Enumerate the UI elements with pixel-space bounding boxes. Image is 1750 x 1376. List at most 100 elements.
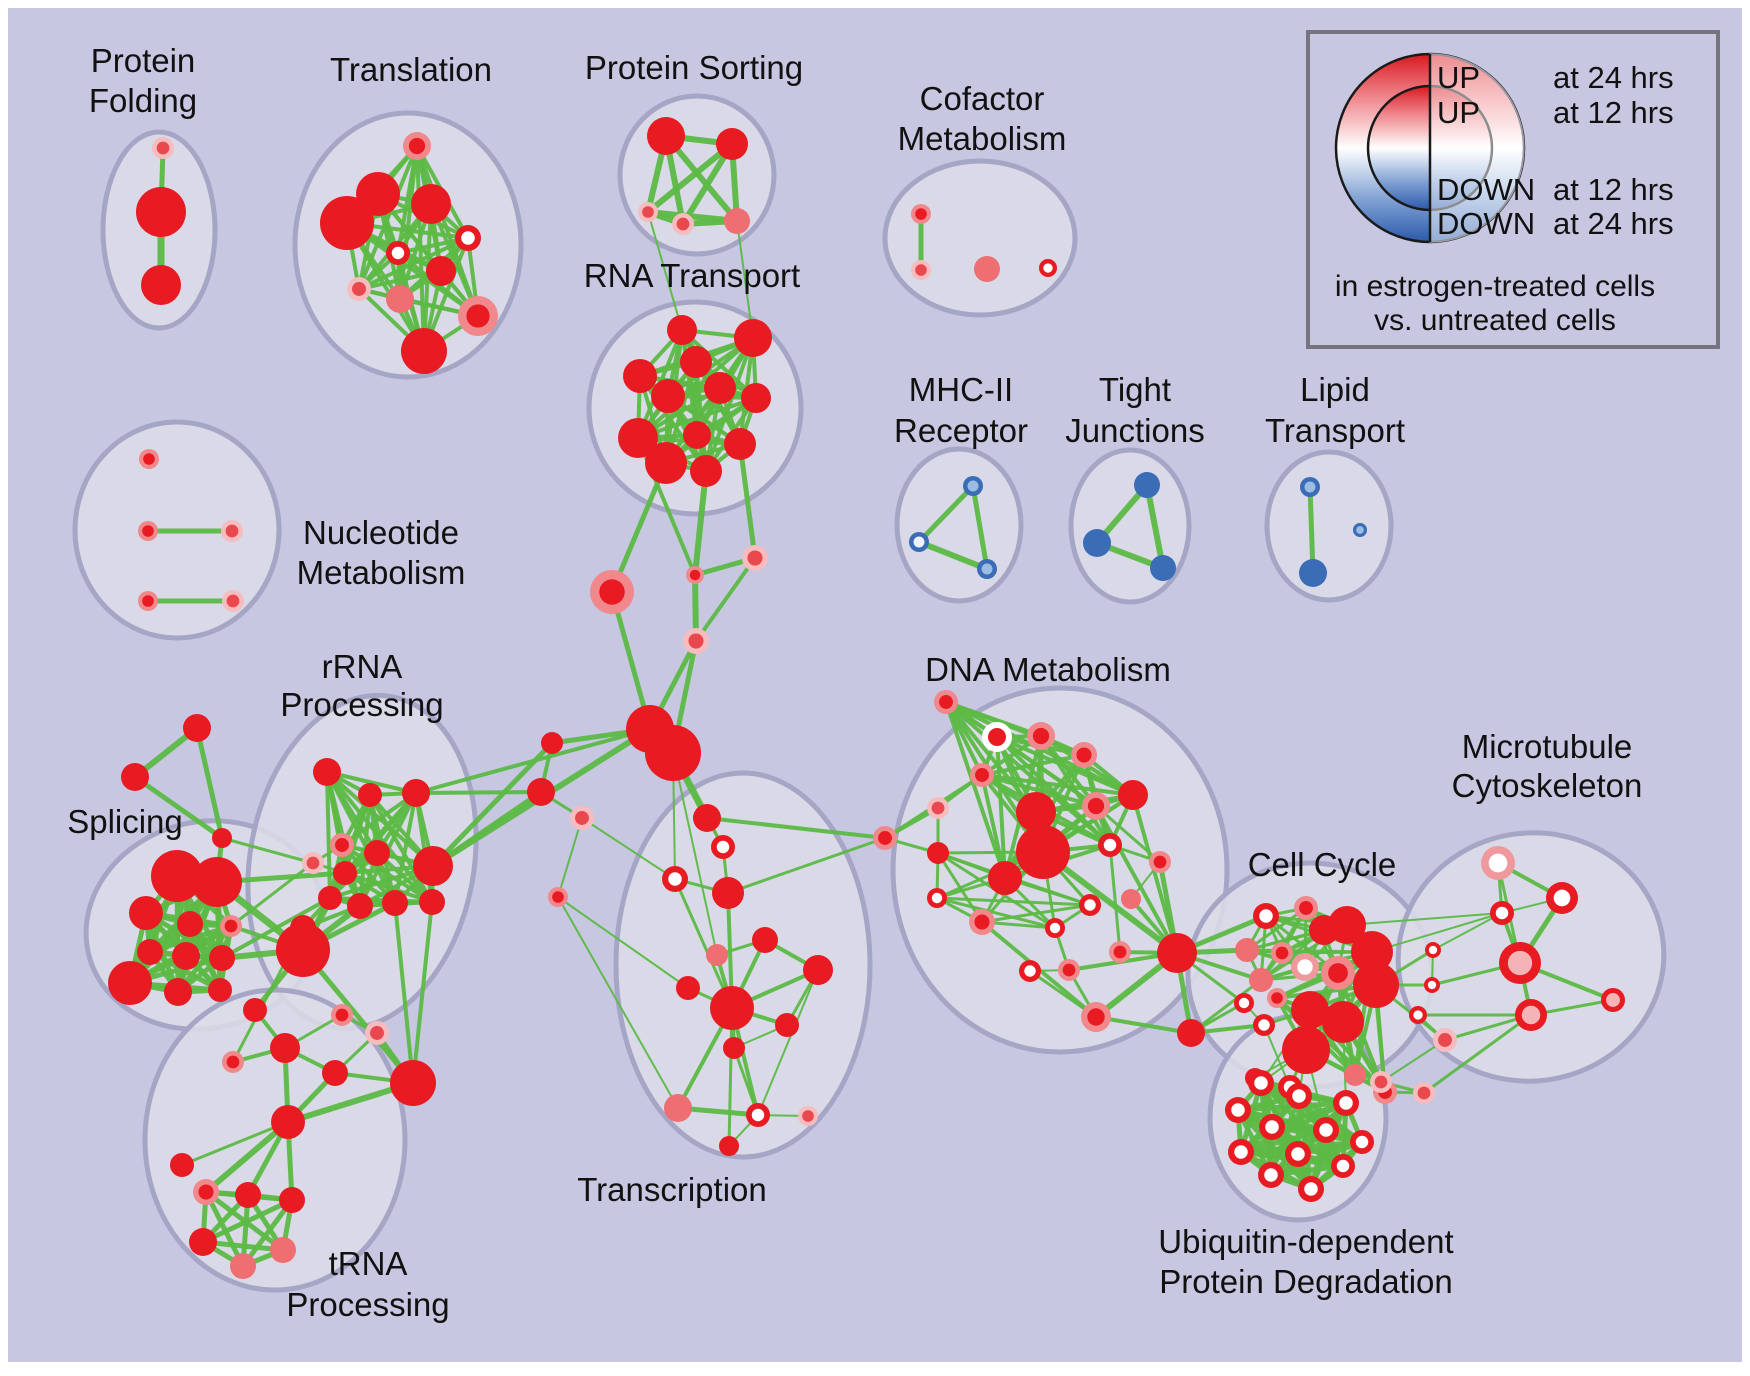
gene-node: [401, 328, 447, 374]
edge: [980, 753, 1086, 777]
edge: [1422, 1013, 1533, 1095]
gene-node-core: [913, 536, 925, 548]
cluster-label-rrna-processing: Processing: [280, 686, 443, 723]
gene-node-core: [1606, 993, 1620, 1007]
gene-node: [1291, 991, 1329, 1029]
gene-node-core: [1084, 899, 1096, 911]
gene-node-core: [1488, 853, 1508, 873]
cluster-label-splicing: Splicing: [67, 803, 183, 840]
edge: [1432, 912, 1503, 951]
cluster-ellipse-cofactor-metabolism: [882, 158, 1078, 318]
edge: [300, 947, 416, 1086]
edge: [194, 725, 225, 841]
edge: [757, 969, 819, 1116]
gene-node-core: [1076, 747, 1092, 763]
gene-node: [364, 840, 390, 866]
gene-node-core: [1103, 838, 1117, 852]
gene-node: [927, 842, 949, 864]
gene-node: [1016, 792, 1056, 832]
gene-node-core: [142, 595, 154, 607]
cluster-label-cofactor-metabolism: Cofactor: [920, 80, 1045, 117]
edge: [1245, 906, 1308, 952]
gene-node: [270, 1033, 300, 1063]
gene-node: [1328, 906, 1366, 944]
gene-node-core: [143, 453, 155, 465]
edge: [916, 483, 976, 545]
legend-direction-label: UP: [1437, 95, 1480, 130]
cluster-label-nucleotide-metabolism: Metabolism: [297, 554, 466, 591]
gene-node: [121, 763, 149, 791]
gene-node: [724, 208, 750, 234]
edge: [132, 774, 225, 841]
gene-node: [320, 196, 374, 250]
gene-node-core: [668, 872, 682, 886]
gene-node-core: [974, 914, 990, 930]
gene-node: [680, 346, 712, 378]
gene-node: [667, 315, 697, 345]
gene-node-core: [1087, 797, 1105, 815]
edge: [705, 816, 887, 840]
gene-node: [647, 117, 685, 155]
edge: [368, 793, 434, 904]
legend-circle-faded-half: [1429, 53, 1525, 243]
gene-node: [541, 732, 563, 754]
gene-node-core: [1087, 1008, 1105, 1026]
gene-node-core: [1495, 906, 1509, 920]
gene-node: [382, 890, 408, 916]
cluster-label-ubiquitin-degradation: Ubiquitin-dependent: [1158, 1223, 1453, 1260]
edge: [916, 539, 990, 572]
gene-node: [1235, 938, 1259, 962]
edge: [737, 441, 758, 561]
edge: [609, 460, 669, 595]
gene-node-core: [939, 695, 953, 709]
gene-node-core: [408, 137, 426, 155]
edge: [692, 468, 709, 578]
gene-node: [177, 911, 203, 937]
gene-node-core: [1231, 1103, 1245, 1117]
gene-node: [710, 986, 754, 1030]
gene-node: [137, 939, 163, 965]
gene-node-core: [224, 919, 238, 933]
gene-node: [734, 319, 772, 357]
gene-node: [645, 725, 701, 781]
gene-node-core: [1259, 909, 1273, 923]
cluster-label-rrna-processing: rRNA: [322, 648, 403, 685]
gene-node-core: [1339, 1096, 1353, 1110]
gene-node-core: [335, 838, 349, 852]
edge: [203, 1189, 246, 1269]
edge: [240, 1197, 295, 1269]
gene-node: [1299, 559, 1327, 587]
gene-node-core: [1304, 481, 1316, 493]
gene-node: [170, 1153, 194, 1177]
edge: [980, 773, 1007, 880]
gene-node-core: [226, 1055, 240, 1069]
gene-node-core: [1043, 263, 1053, 273]
gene-node-core: [1427, 980, 1437, 990]
gene-node: [1157, 933, 1197, 973]
edge: [557, 896, 689, 989]
gene-node: [141, 265, 181, 305]
gene-node: [172, 942, 200, 970]
cluster-label-mhc-ii-receptor: MHC-II: [909, 371, 1013, 408]
gene-node-core: [1413, 1010, 1423, 1020]
gene-node: [1134, 472, 1160, 498]
gene-node: [712, 877, 744, 909]
gene-node: [413, 846, 453, 886]
node-layer: [108, 117, 1625, 1279]
gene-node: [724, 428, 756, 460]
gene-node: [230, 1253, 256, 1279]
gene-node: [426, 256, 456, 286]
cluster-label-protein-folding: Protein: [91, 42, 196, 79]
gene-node-core: [198, 1184, 214, 1200]
edge: [995, 735, 1007, 880]
edge: [935, 896, 1092, 907]
gene-node: [151, 850, 203, 902]
edge: [1307, 484, 1316, 576]
gene-node-core: [878, 831, 892, 845]
cluster-label-lipid-transport: Lipid: [1300, 371, 1370, 408]
gene-node: [1351, 931, 1393, 973]
edge: [645, 141, 735, 215]
gene-node-core: [1328, 963, 1348, 983]
gene-node: [1344, 1064, 1366, 1086]
cluster-label-protein-sorting: Protein Sorting: [585, 49, 803, 86]
